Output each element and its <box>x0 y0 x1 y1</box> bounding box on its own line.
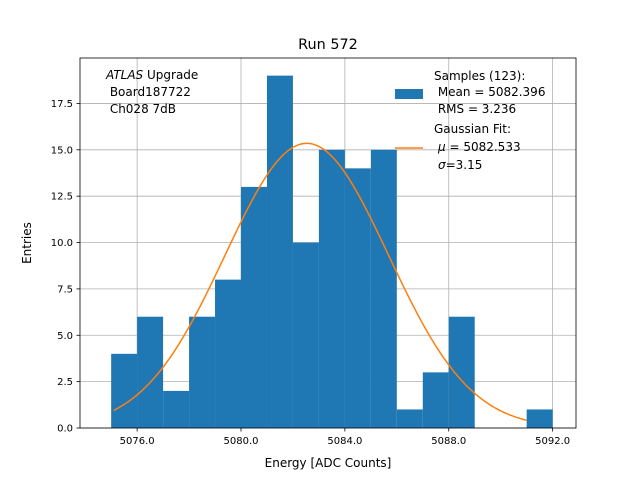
legend-fit-title: Gaussian Fit: <box>434 122 511 136</box>
histogram-bar <box>111 353 138 428</box>
histogram-bar <box>448 316 475 428</box>
annotation-line-1-rest: Upgrade <box>143 68 198 82</box>
annotation-line-1: ATLAS Upgrade <box>105 68 198 82</box>
x-tick-label: 5092.0 <box>535 436 570 447</box>
x-tick-label: 5084.0 <box>327 436 362 447</box>
y-tick-label: 0.0 <box>57 424 73 435</box>
histogram-bar <box>396 409 423 428</box>
y-tick-label: 12.5 <box>51 192 73 203</box>
annotation-line-3: Ch028 7dB <box>106 102 176 116</box>
y-tick-label: 10.0 <box>51 238 73 249</box>
annotation-line-2: Board187722 <box>106 85 191 99</box>
histogram-bar <box>526 409 553 428</box>
legend-mu-value: = 5082.533 <box>446 140 521 154</box>
legend-fit-sigma: σ=3.15 <box>438 158 482 172</box>
x-tick-label: 5080.0 <box>224 436 259 447</box>
histogram-bar <box>292 242 319 428</box>
histogram-bar <box>318 149 345 428</box>
legend-hist-swatch <box>395 89 423 99</box>
x-tick-label: 5076.0 <box>120 436 155 447</box>
legend-hist-rms: RMS = 3.236 <box>434 102 516 116</box>
histogram-bar <box>215 279 242 428</box>
x-axis-label: Energy [ADC Counts] <box>265 456 392 470</box>
y-tick-label: 2.5 <box>57 377 73 388</box>
x-ticks: 5076.0 5080.0 5084.0 5088.0 5092.0 <box>120 428 570 447</box>
legend-mu-symbol: μ <box>437 140 446 154</box>
y-ticks: 0.0 2.5 5.0 7.5 10.0 12.5 15.0 17.5 <box>51 99 80 435</box>
legend: Samples (123): Mean = 5082.396 RMS = 3.2… <box>395 69 545 172</box>
y-tick-label: 5.0 <box>57 331 73 342</box>
y-axis-label: Entries <box>20 222 34 264</box>
histogram-bars <box>111 75 553 428</box>
histogram-bar <box>163 390 190 428</box>
legend-fit-mu: μ = 5082.533 <box>437 140 521 154</box>
histogram-bar <box>344 168 371 428</box>
y-tick-label: 7.5 <box>57 284 73 295</box>
chart-title: Run 572 <box>298 37 358 53</box>
axes-frame <box>79 57 577 429</box>
gaussian-fit-curve <box>113 142 527 422</box>
fit-layer <box>113 142 527 422</box>
histogram-bar <box>189 316 216 428</box>
y-tick-label: 15.0 <box>51 145 73 156</box>
histogram-bar <box>266 75 293 428</box>
histogram-bar <box>241 186 267 428</box>
legend-sigma-symbol: σ <box>438 158 446 172</box>
legend-sigma-value: =3.15 <box>446 158 483 172</box>
x-tick-label: 5088.0 <box>431 436 466 447</box>
y-tick-label: 17.5 <box>51 99 73 110</box>
histogram-bar <box>422 372 449 428</box>
legend-hist-mean: Mean = 5082.396 <box>434 85 545 99</box>
legend-hist-title: Samples (123): <box>434 69 525 83</box>
histogram-bar <box>370 149 397 428</box>
annotation-block: ATLAS Upgrade Board187722 Ch028 7dB <box>105 68 198 116</box>
annotation-experiment: ATLAS <box>105 68 144 82</box>
